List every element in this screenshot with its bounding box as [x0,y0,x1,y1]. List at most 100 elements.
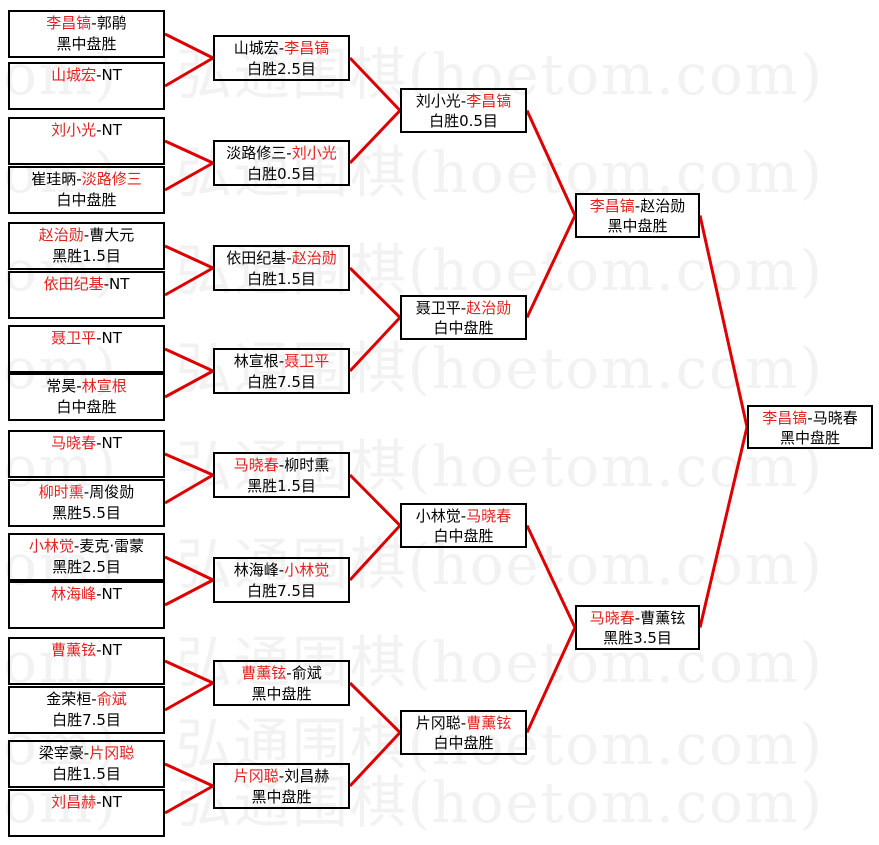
match-players: 李昌镐-马晓春 [749,408,871,428]
bracket-line [164,244,214,270]
match-players: 聂卫平-赵治勋 [402,298,525,318]
bracket-line [164,659,214,685]
winner-name: 李昌镐 [284,39,330,57]
bracket-line [164,681,214,712]
bracket-line [164,762,214,788]
match-round-2-5: 马晓春-柳时熏 黑胜1.5目 [213,452,350,498]
winner-name: 马晓春 [51,434,97,452]
match-players: 梁宰豪-片冈聪 [10,743,163,764]
match-round-1-16: 刘昌赫-NT [8,789,165,837]
loser-name: -曹大元 [83,226,135,244]
winner-name: 赵治勋 [466,299,512,317]
winner-name: 刘小光 [291,144,337,162]
match-players: 曹薰铉-NT [10,640,163,661]
loser-name: 依田纪基- [226,249,292,267]
match-result: 黑胜3.5目 [603,629,672,647]
loser-name: -曹薰铉 [634,609,686,627]
match-players: 金荣桓-俞斌 [10,689,163,710]
bracket-line [164,578,214,607]
match-players: 小林觉-马晓春 [402,506,525,526]
match-players: 依田纪基-赵治勋 [215,248,348,269]
loser-name: -郭鹃 [91,14,127,32]
bracket-line [698,215,749,428]
loser-name: -NT [96,434,122,452]
match-players: 山城宏-NT [10,65,163,86]
bracket-line [525,214,577,319]
match-players: 聂卫平-NT [10,328,163,349]
match-round-2-6: 林海峰-小林觉 白胜7.5目 [213,557,350,603]
match-result: 白胜7.5目 [52,711,121,729]
winner-name: 俞斌 [96,690,127,708]
bracket-line [164,139,214,165]
loser-name: -NT [96,66,122,84]
bracket-line [164,32,214,60]
match-players: 马晓春-柳时熏 [215,455,348,476]
match-round-1-7: 聂卫平-NT [8,325,165,373]
match-round-1-1: 李昌镐-郭鹃 黑中盘胜 [8,10,165,58]
bracket-line [348,524,402,582]
loser-name: 崔珪昞- [31,170,82,188]
match-round-2-1: 山城宏-李昌镐 白胜2.5目 [213,35,350,81]
bracket-line [348,266,402,319]
winner-name: 李昌镐 [762,409,808,427]
match-players: 曹薰铉-俞斌 [215,663,348,684]
bracket-line [164,369,214,399]
winner-name: 柳时熏 [38,483,84,501]
match-round-1-15: 梁宰豪-片冈聪 白胜1.5目 [8,740,165,788]
winner-name: 李昌镐 [466,92,512,110]
match-result: 黑胜1.5目 [247,477,316,495]
match-semifinals-1: 李昌镐-赵治勋 黑中盘胜 [575,193,700,238]
match-result: 黑中盘胜 [251,685,312,703]
match-players: 山城宏-李昌镐 [215,38,348,59]
match-round-1-2: 山城宏-NT [8,62,165,110]
match-semifinals-2: 马晓春-曹薰铉 黑胜3.5目 [575,605,700,650]
match-players: 依田纪基-NT [10,274,163,295]
match-players: 马晓春-曹薰铉 [577,608,698,628]
match-round-2-4: 林宣根-聂卫平 白胜7.5目 [213,348,350,394]
match-players: 林海峰-小林觉 [215,560,348,581]
loser-name: 小林觉- [415,507,467,525]
bracket-line [164,555,214,582]
bracket-line [348,56,402,112]
match-players: 片冈聪-曹薰铉 [402,713,525,733]
match-players: 林海峰-NT [10,584,163,605]
loser-name: -刘昌赫 [278,767,330,785]
bracket-line [164,347,214,373]
match-round-1-3: 刘小光-NT [8,117,165,165]
winner-name: 片冈聪 [233,767,279,785]
watermark-text: 弘通围棋(hoetom.com) 弘通围棋(hoetom.com) 弘通围棋(h… [0,141,879,206]
match-result: 黑中盘胜 [56,35,117,53]
watermark-text: 弘通围棋(hoetom.com) 弘通围棋(hoetom.com) 弘通围棋(h… [0,337,879,402]
match-players: 淡路修三-刘小光 [215,143,348,164]
match-players: 刘昌赫-NT [10,792,163,813]
bracket-line [525,109,577,217]
winner-name: 马晓春 [233,456,279,474]
loser-name: 刘小光- [415,92,467,110]
loser-name: -NT [103,275,130,293]
bracket-line [348,316,402,373]
loser-name: 片冈聪- [415,714,467,732]
loser-name: 聂卫平- [415,299,467,317]
loser-name: -柳时熏 [278,456,330,474]
match-round-1-14: 金荣桓-俞斌 白胜7.5目 [8,686,165,734]
match-players: 小林觉-麦克·雷蒙 [10,536,163,557]
loser-name: 林宣根- [233,352,285,370]
winner-name: 李昌镐 [589,197,635,215]
winner-name: 马晓春 [589,609,635,627]
loser-name: -周俊勋 [83,483,135,501]
loser-name: -NT [96,329,122,347]
winner-name: 曹薰铉 [241,664,287,682]
bracket-line [348,681,402,734]
winner-name: 刘小光 [51,121,97,139]
winner-name: 赵治勋 [38,226,84,244]
match-result: 白中盘胜 [433,319,494,337]
match-players: 常昊-林宣根 [10,376,163,397]
match-result: 白胜0.5目 [247,165,316,183]
match-players: 柳时熏-周俊勋 [10,482,163,503]
winner-name: 片冈聪 [89,744,135,762]
match-result: 黑中盘胜 [607,217,668,235]
match-quarterfinals-2: 聂卫平-赵治勋 白中盘胜 [400,295,527,340]
winner-name: 林宣根 [81,377,127,395]
